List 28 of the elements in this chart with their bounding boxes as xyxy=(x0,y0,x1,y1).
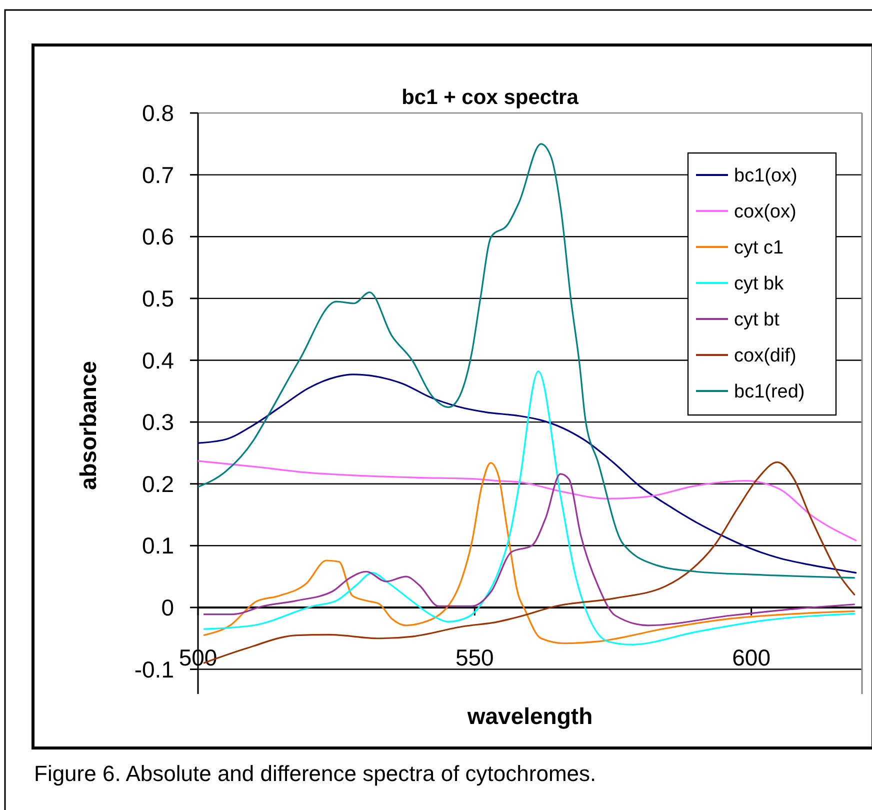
line-series xyxy=(197,143,856,579)
y-tick-label: 0.6 xyxy=(142,224,174,250)
legend-label: cyt c1 xyxy=(734,238,784,259)
x-tick-label: 600 xyxy=(732,644,771,670)
caption: Figure 6. Absolute and difference spectra of cytochromes. xyxy=(34,761,596,786)
x-axis-title: wavelength xyxy=(466,703,593,729)
y-tick-label: 0.8 xyxy=(142,100,174,126)
y-tick-label: 0.4 xyxy=(142,347,174,374)
legend-label: bc1(red) xyxy=(734,382,805,403)
y-tick-label: -0.1 xyxy=(134,656,174,682)
y-axis-title: absorbance xyxy=(75,360,101,490)
line-series xyxy=(197,374,858,574)
legend-label: cox(dif) xyxy=(734,346,796,367)
x-tick-label: 550 xyxy=(455,644,494,670)
y-tick-label: 0.5 xyxy=(142,285,174,312)
y-tick-label: 0.2 xyxy=(142,470,174,497)
chart-title: bc1 + cox spectra xyxy=(402,86,579,109)
legend-label: cyt bt xyxy=(734,310,780,331)
y-tick-label: 0.7 xyxy=(142,162,174,188)
y-tick-label: 0.1 xyxy=(142,532,174,559)
line-series xyxy=(202,370,856,646)
legend-label: cox(ox) xyxy=(734,202,796,223)
legend-label: bc1(ox) xyxy=(734,166,798,187)
y-tick-label: 0 xyxy=(161,594,174,621)
legend-label: cyt bk xyxy=(734,274,784,295)
line-series xyxy=(202,473,856,626)
line-series xyxy=(197,460,858,542)
y-tick-label: 0.3 xyxy=(142,409,174,436)
